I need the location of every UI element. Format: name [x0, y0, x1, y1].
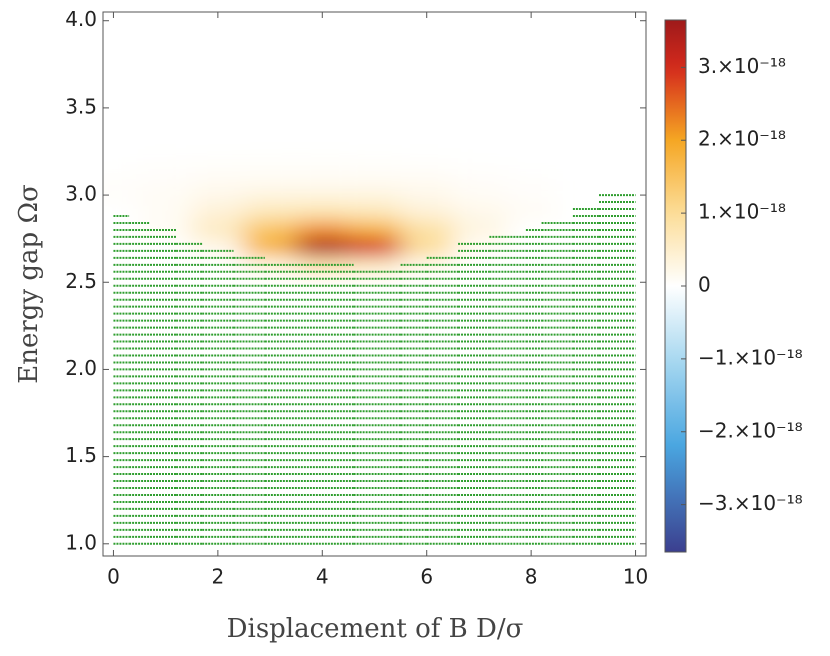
- y-tick-label: 3.0: [65, 182, 97, 206]
- heat-cell: [557, 203, 610, 222]
- heat-cell: [296, 238, 349, 257]
- heat-cell: [609, 203, 646, 222]
- heat-cell: [103, 168, 140, 187]
- colorbar-tick-label: 3.×10⁻¹⁸: [698, 54, 786, 78]
- heat-cell: [452, 203, 506, 222]
- heat-cell: [400, 221, 453, 239]
- heat-cell: [557, 238, 610, 257]
- heat-cell: [505, 186, 558, 204]
- heat-cell: [609, 168, 646, 187]
- y-tick-label: 1.0: [65, 530, 97, 554]
- heat-cell: [191, 203, 244, 222]
- heat-cell: [243, 168, 297, 187]
- y-tick-label: 3.5: [65, 94, 97, 118]
- heat-cell: [400, 203, 453, 222]
- heat-cell: [505, 203, 558, 222]
- heat-cell: [103, 186, 140, 204]
- colorbar-tick-label: 2.×10⁻¹⁸: [698, 127, 786, 151]
- heat-cell: [505, 168, 558, 187]
- heat-cell: [243, 203, 297, 222]
- heat-cell: [452, 221, 506, 239]
- heat-cell: [348, 256, 401, 274]
- heatmap: [103, 151, 646, 274]
- heat-cell: [191, 186, 244, 204]
- heat-cell: [400, 151, 453, 169]
- colorbar-tick-label: 1.×10⁻¹⁸: [698, 200, 786, 224]
- heat-cell: [243, 151, 297, 169]
- heat-cell: [103, 238, 140, 257]
- heat-cell: [348, 238, 401, 257]
- heat-cell: [139, 238, 192, 257]
- heat-cell: [191, 151, 244, 169]
- heat-cell: [348, 151, 401, 169]
- x-tick-label: 6: [420, 565, 433, 589]
- heat-cell: [139, 151, 192, 169]
- heat-cell: [348, 168, 401, 187]
- heat-cell: [103, 151, 140, 169]
- heat-cell: [609, 238, 646, 257]
- heat-cell: [452, 256, 506, 274]
- heat-cell: [400, 186, 453, 204]
- heat-cell: [296, 186, 349, 204]
- x-axis-label: Displacement of B D/σ: [227, 614, 524, 644]
- heat-cell: [348, 186, 401, 204]
- heat-cell: [139, 186, 192, 204]
- heat-cell: [243, 238, 297, 257]
- y-tick-label: 4.0: [65, 7, 97, 31]
- heat-cell: [452, 151, 506, 169]
- heat-cell: [348, 221, 401, 239]
- heat-cell: [296, 168, 349, 187]
- heat-cell: [609, 151, 646, 169]
- heat-cell: [400, 168, 453, 187]
- heat-cell: [191, 238, 244, 257]
- y-tick-label: 1.5: [65, 443, 97, 467]
- heat-cell: [452, 186, 506, 204]
- heat-cell: [452, 238, 506, 257]
- heat-cell: [139, 168, 192, 187]
- heat-cell: [505, 151, 558, 169]
- region: [113, 194, 636, 545]
- heat-cell: [191, 168, 244, 187]
- y-tick-label: 2.5: [65, 269, 97, 293]
- heat-cell: [296, 203, 349, 222]
- heat-cell: [505, 238, 558, 257]
- colorbar-tick-label: 0: [698, 273, 711, 297]
- heat-cell: [505, 221, 558, 239]
- heat-cell: [139, 203, 192, 222]
- x-tick-label: 2: [211, 565, 224, 589]
- heat-cell: [243, 221, 297, 239]
- heat-cell: [400, 238, 453, 257]
- heat-cell: [243, 256, 297, 274]
- x-tick-label: 4: [316, 565, 329, 589]
- x-tick-label: 10: [623, 565, 648, 589]
- heat-cell: [557, 168, 610, 187]
- heat-cell: [296, 221, 349, 239]
- heat-cell: [348, 203, 401, 222]
- heat-cell: [191, 221, 244, 239]
- heat-cell: [557, 186, 610, 204]
- heat-cell: [103, 203, 140, 222]
- plot-frame: [102, 11, 647, 557]
- x-tick-label: 0: [107, 565, 120, 589]
- colorbar-tick-label: −1.×10⁻¹⁸: [698, 345, 803, 369]
- heat-cell: [452, 168, 506, 187]
- y-tick-label: 2.0: [65, 356, 97, 380]
- heat-cell: [243, 186, 297, 204]
- y-axis-label: Energy gap Ωσ: [14, 184, 44, 384]
- heat-cell: [505, 256, 558, 274]
- x-tick-label: 8: [525, 565, 538, 589]
- colorbar-tick-label: −3.×10⁻¹⁸: [698, 491, 803, 515]
- heat-cell: [296, 151, 349, 169]
- heat-cell: [557, 151, 610, 169]
- colorbar-tick-label: −2.×10⁻¹⁸: [698, 418, 803, 442]
